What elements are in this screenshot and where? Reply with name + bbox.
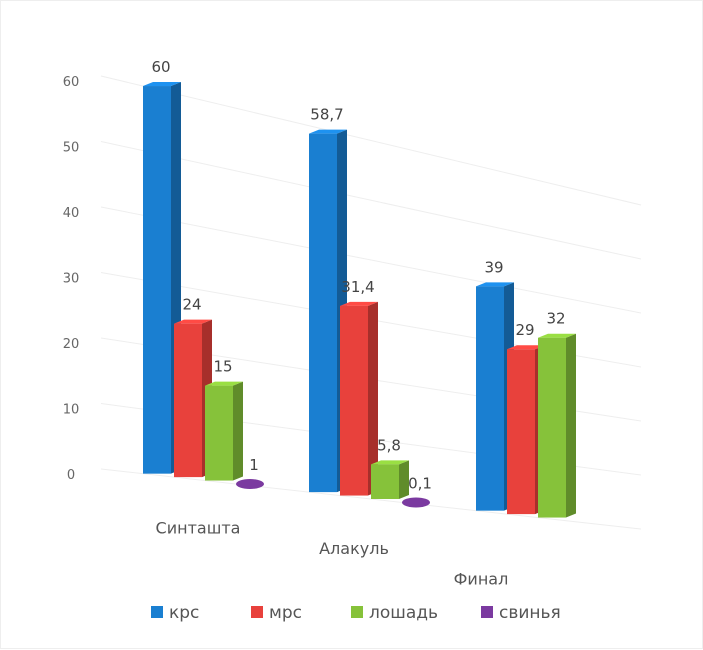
legend: крс мрс лошадь свинья: [151, 603, 561, 623]
bar-top: [143, 82, 181, 87]
y-tick-label-60: 60: [63, 75, 80, 90]
legend-item-лошадь: лошадь: [351, 603, 438, 623]
data-label-лошадь-2: 32: [546, 310, 565, 328]
bar-front: [340, 305, 368, 496]
data-label-лошадь-1: 5,8: [377, 436, 401, 454]
bar-front: [174, 323, 202, 478]
bar-disc: [236, 479, 264, 489]
legend-label: мрс: [269, 603, 302, 623]
bar-top: [340, 301, 378, 306]
y-tick-label-0: 0: [67, 468, 75, 483]
data-label-свинья-1: 0,1: [408, 474, 432, 492]
legend-item-крс: крс: [151, 603, 199, 623]
bar-top: [205, 381, 243, 386]
y-tick-label-10: 10: [63, 403, 80, 418]
category-label-2: Финал: [454, 570, 509, 589]
legend-label: лошадь: [369, 603, 438, 623]
y-axis-ticks: 0 10 20 30 40 50 60: [63, 75, 80, 483]
legend-swatch: [251, 606, 263, 618]
category-label-0: Синташта: [156, 519, 241, 538]
y-tick-label-20: 20: [63, 337, 80, 352]
bar-top: [371, 460, 409, 465]
data-labels: 60 24 15 1 58,7 31,4 5,8 0,1 39 29 32: [151, 58, 565, 492]
bar-side: [233, 381, 243, 481]
bar-top: [309, 129, 347, 134]
legend-label: крс: [169, 603, 199, 623]
y-tick-label-40: 40: [63, 206, 80, 221]
legend-item-мрс: мрс: [251, 603, 302, 623]
legend-item-свинья: свинья: [481, 603, 561, 623]
bar-top: [174, 319, 212, 324]
bar-front: [371, 464, 399, 499]
bar-свинья-1: [402, 497, 430, 508]
data-label-крс-1: 58,7: [310, 106, 343, 124]
bar-свинья-0: [236, 479, 264, 489]
bar-disc: [402, 497, 430, 508]
bar-мрс-1: [340, 301, 378, 496]
legend-label: свинья: [499, 603, 561, 623]
y-tick-label-50: 50: [63, 141, 80, 156]
data-label-крс-0: 60: [151, 58, 170, 76]
data-label-крс-2: 39: [484, 258, 503, 276]
bar-front: [309, 133, 337, 493]
bar-front: [538, 337, 566, 518]
bar-лошадь-2: [538, 333, 576, 518]
bar-front: [476, 286, 504, 511]
bar-side: [399, 460, 409, 499]
category-labels: Синташта Алакуль Финал: [156, 519, 509, 589]
category-label-1: Алакуль: [319, 539, 389, 558]
bar-лошадь-1: [371, 460, 409, 499]
gridline-50: [100, 141, 642, 260]
gridline-60: [100, 75, 642, 206]
bar-top: [476, 282, 514, 287]
data-label-свинья-0: 1: [249, 456, 259, 474]
data-label-мрс-1: 31,4: [341, 278, 374, 296]
bar-front: [143, 86, 171, 474]
bar-top: [507, 345, 545, 350]
bar-лошадь-0: [205, 381, 243, 481]
bar-side: [368, 301, 378, 496]
bar-top: [538, 333, 576, 338]
data-label-мрс-2: 29: [515, 321, 534, 339]
legend-swatch: [481, 606, 493, 618]
data-label-лошадь-0: 15: [213, 358, 232, 376]
legend-swatch: [151, 606, 163, 618]
y-tick-label-30: 30: [63, 272, 80, 287]
gridline-40: [100, 206, 642, 314]
data-label-мрс-0: 24: [182, 296, 201, 314]
bars: [143, 82, 576, 518]
bar-side: [566, 333, 576, 518]
legend-swatch: [351, 606, 363, 618]
bar-front: [205, 385, 233, 481]
bar-front: [507, 349, 535, 515]
